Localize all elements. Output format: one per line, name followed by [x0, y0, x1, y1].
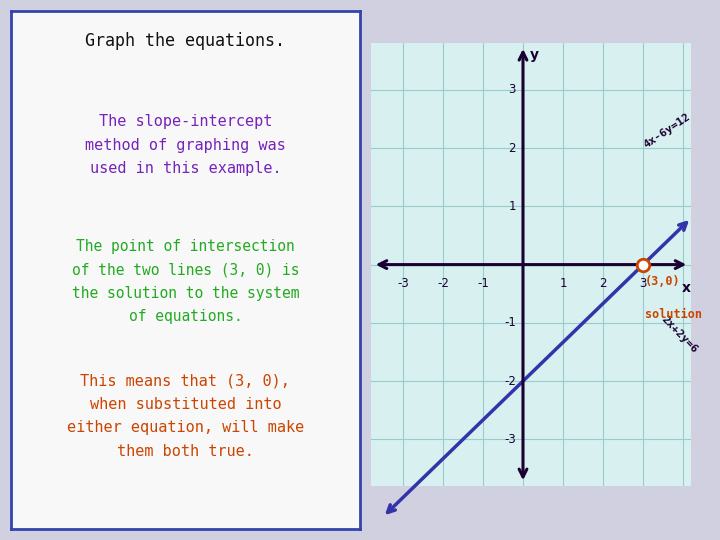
Text: -1: -1 — [477, 278, 489, 291]
Text: -3: -3 — [397, 278, 409, 291]
Text: This means that (3, 0),
when substituted into
either equation, will make
them bo: This means that (3, 0), when substituted… — [67, 374, 304, 459]
Text: 2: 2 — [508, 141, 516, 154]
Text: y: y — [530, 48, 539, 62]
Text: -2: -2 — [504, 375, 516, 388]
Text: 1: 1 — [559, 278, 567, 291]
Text: 2: 2 — [599, 278, 607, 291]
Text: -3: -3 — [504, 433, 516, 446]
Text: 1: 1 — [508, 200, 516, 213]
Text: -1: -1 — [504, 316, 516, 329]
Text: 4x-6y=12: 4x-6y=12 — [642, 111, 693, 150]
Text: The slope-intercept
method of graphing was
used in this example.: The slope-intercept method of graphing w… — [85, 114, 286, 176]
Text: 2x+2y=6: 2x+2y=6 — [660, 314, 699, 355]
Text: x: x — [682, 281, 691, 295]
Text: 3: 3 — [508, 83, 516, 96]
Text: The point of intersection
of the two lines (3, 0) is
the solution to the system
: The point of intersection of the two lin… — [72, 239, 299, 324]
Text: 3: 3 — [639, 278, 647, 291]
Text: (3,0): (3,0) — [645, 275, 681, 288]
Text: Graph the equations.: Graph the equations. — [86, 31, 285, 50]
Text: -2: -2 — [437, 278, 449, 291]
Text: solution: solution — [645, 308, 702, 321]
